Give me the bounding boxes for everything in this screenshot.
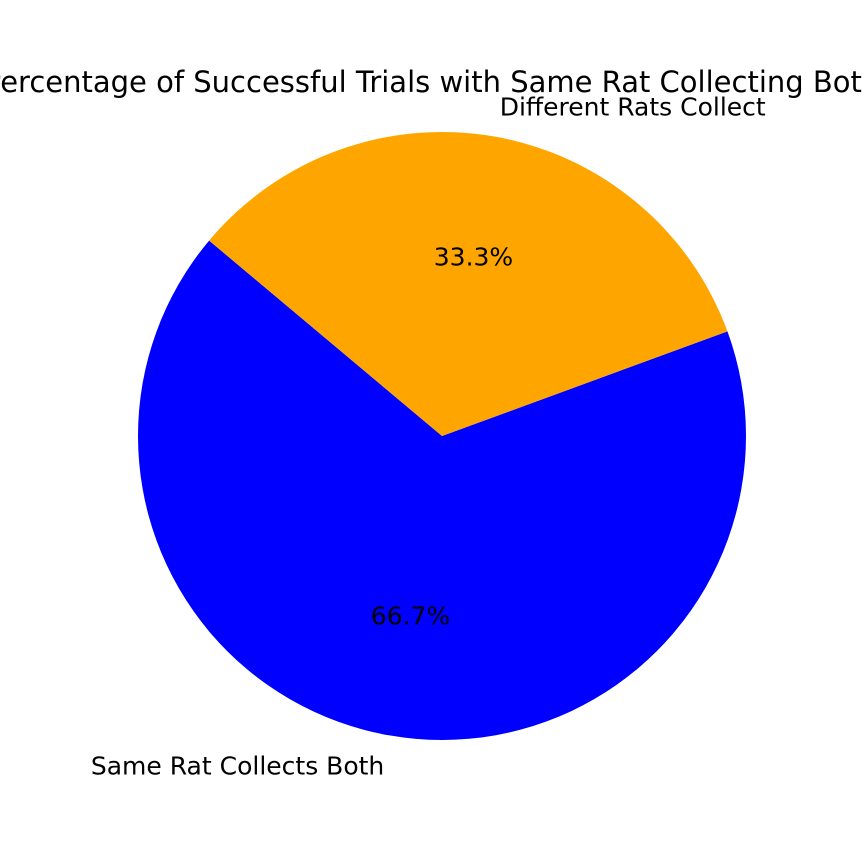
pie-category-label-1: Different Rats Collect [500, 93, 766, 122]
chart-title: Percentage of Successful Trials with Sam… [0, 65, 864, 99]
pie-slice-0 [137, 240, 746, 740]
pie-percent-label-0: 66.7% [371, 602, 450, 631]
slices-layer [137, 131, 746, 740]
labels-layer: 66.7% Same Rat Collects Both 33.3% Differen… [91, 93, 766, 781]
pie-category-label-0: Same Rat Collects Both [91, 751, 384, 780]
pie-slice-1 [209, 131, 728, 436]
pie-percent-label-1: 33.3% [434, 242, 513, 271]
